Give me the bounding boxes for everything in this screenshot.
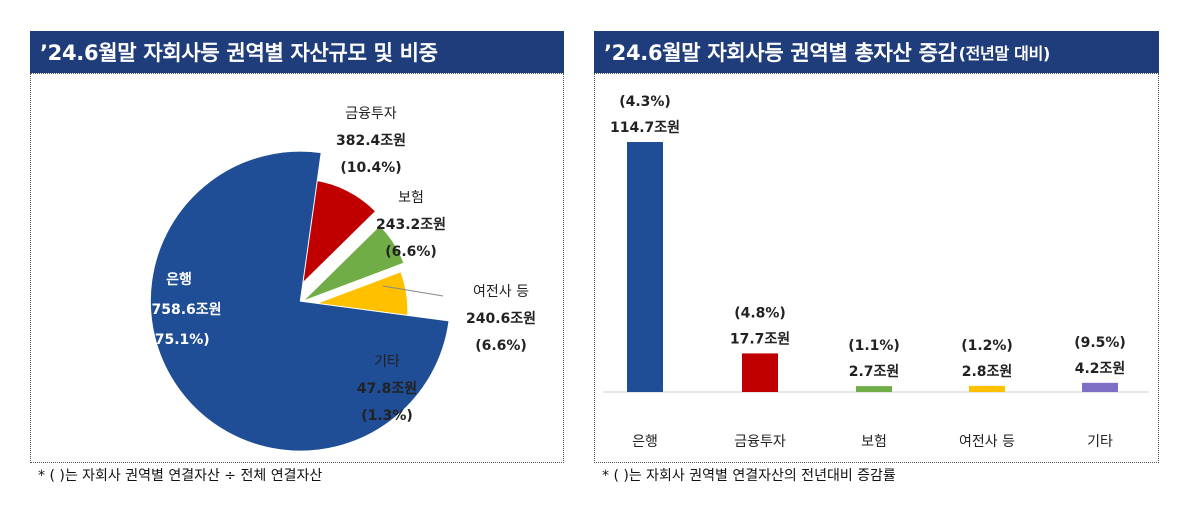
pie-label-pct: (6.6%) (385, 244, 437, 260)
bar-category-label: 보험 (861, 434, 887, 450)
bar-panel-title-suffix: (전년말 대비) (958, 44, 1051, 63)
bar-value-label: 2.7조원 (849, 364, 900, 380)
pie-label-value: 240.6조원 (466, 311, 536, 327)
pie-label-name: 은행 (166, 272, 192, 288)
bar-value-label: 2.8조원 (962, 364, 1013, 380)
pie-label-pct: (1.3%) (361, 408, 413, 424)
bar-category-label: 금융투자 (734, 434, 786, 450)
bar-pct-label: (1.2%) (961, 338, 1013, 354)
pie-slice (149, 150, 450, 452)
pie-chart: 은행 2,758.6조원 (75.1%) 금융투자 382.4조원 (10.4%) 보험 24… (136, 106, 536, 452)
pie-label-name: 금융투자 (345, 106, 397, 122)
bar (627, 142, 663, 392)
pie-leader-line (382, 285, 444, 297)
bar-category-label: 은행 (632, 434, 658, 450)
bar-value-label: 4.2조원 (1075, 361, 1126, 377)
pie-label-value: 47.8조원 (357, 381, 417, 397)
pie-label-name: 여전사 등 (473, 284, 529, 300)
pie-label-name: 기타 (374, 354, 400, 370)
bar-pct-label: (9.5%) (1074, 335, 1126, 351)
bar (969, 385, 1005, 392)
bar-chart-box: 114.7조원 (4.3%) 은행 17.7조원 (4.8%) 금융투자 2.7조원 (1.1… (594, 73, 1159, 463)
bar-category-label: 기타 (1087, 434, 1113, 450)
bar-panel-title-text: ’24.6월말 자회사등 권역별 총자산 증감 (604, 41, 957, 65)
bar-value-label: 17.7조원 (730, 331, 790, 347)
pie-footnote: * ( )는 자회사 권역별 연결자산 ÷ 전체 연결자산 (38, 468, 323, 484)
pie-label-pct: (75.1%) (148, 332, 209, 348)
bar-pct-label: (1.1%) (848, 338, 900, 354)
pie-panel-title: ’24.6월말 자회사등 권역별 자산규모 및 비중 (30, 31, 564, 73)
bar-category-label: 여전사 등 (959, 434, 1015, 450)
bar-value-label: 114.7조원 (610, 120, 680, 136)
pie-chart-box: 은행 2,758.6조원 (75.1%) 금융투자 382.4조원 (10.4%) 보험 24… (30, 73, 564, 463)
pie-label-pct: (6.6%) (475, 338, 527, 354)
pie-label-value: 2,758.6조원 (136, 302, 221, 318)
pie-label-value: 382.4조원 (336, 133, 406, 149)
bar-pct-label: (4.3%) (619, 94, 671, 110)
bar-chart: 114.7조원 (4.3%) 은행 17.7조원 (4.8%) 금융투자 2.7조원 (1.1… (603, 94, 1149, 450)
bar (856, 386, 892, 392)
bar-footnote: * ( )는 자회사 권역별 연결자산의 전년대비 증감률 (602, 468, 896, 484)
bar (1082, 382, 1118, 392)
pie-label-value: 243.2조원 (376, 217, 446, 233)
bar-panel-title: ’24.6월말 자회사등 권역별 총자산 증감 (전년말 대비) (594, 31, 1159, 73)
pie-panel-title-text: ’24.6월말 자회사등 권역별 자산규모 및 비중 (40, 41, 438, 65)
pie-label-name: 보험 (398, 190, 424, 206)
pie-label-pct: (10.4%) (340, 160, 401, 176)
bar (742, 353, 778, 392)
pie-slice (302, 224, 405, 302)
bar-pct-label: (4.8%) (734, 305, 786, 321)
